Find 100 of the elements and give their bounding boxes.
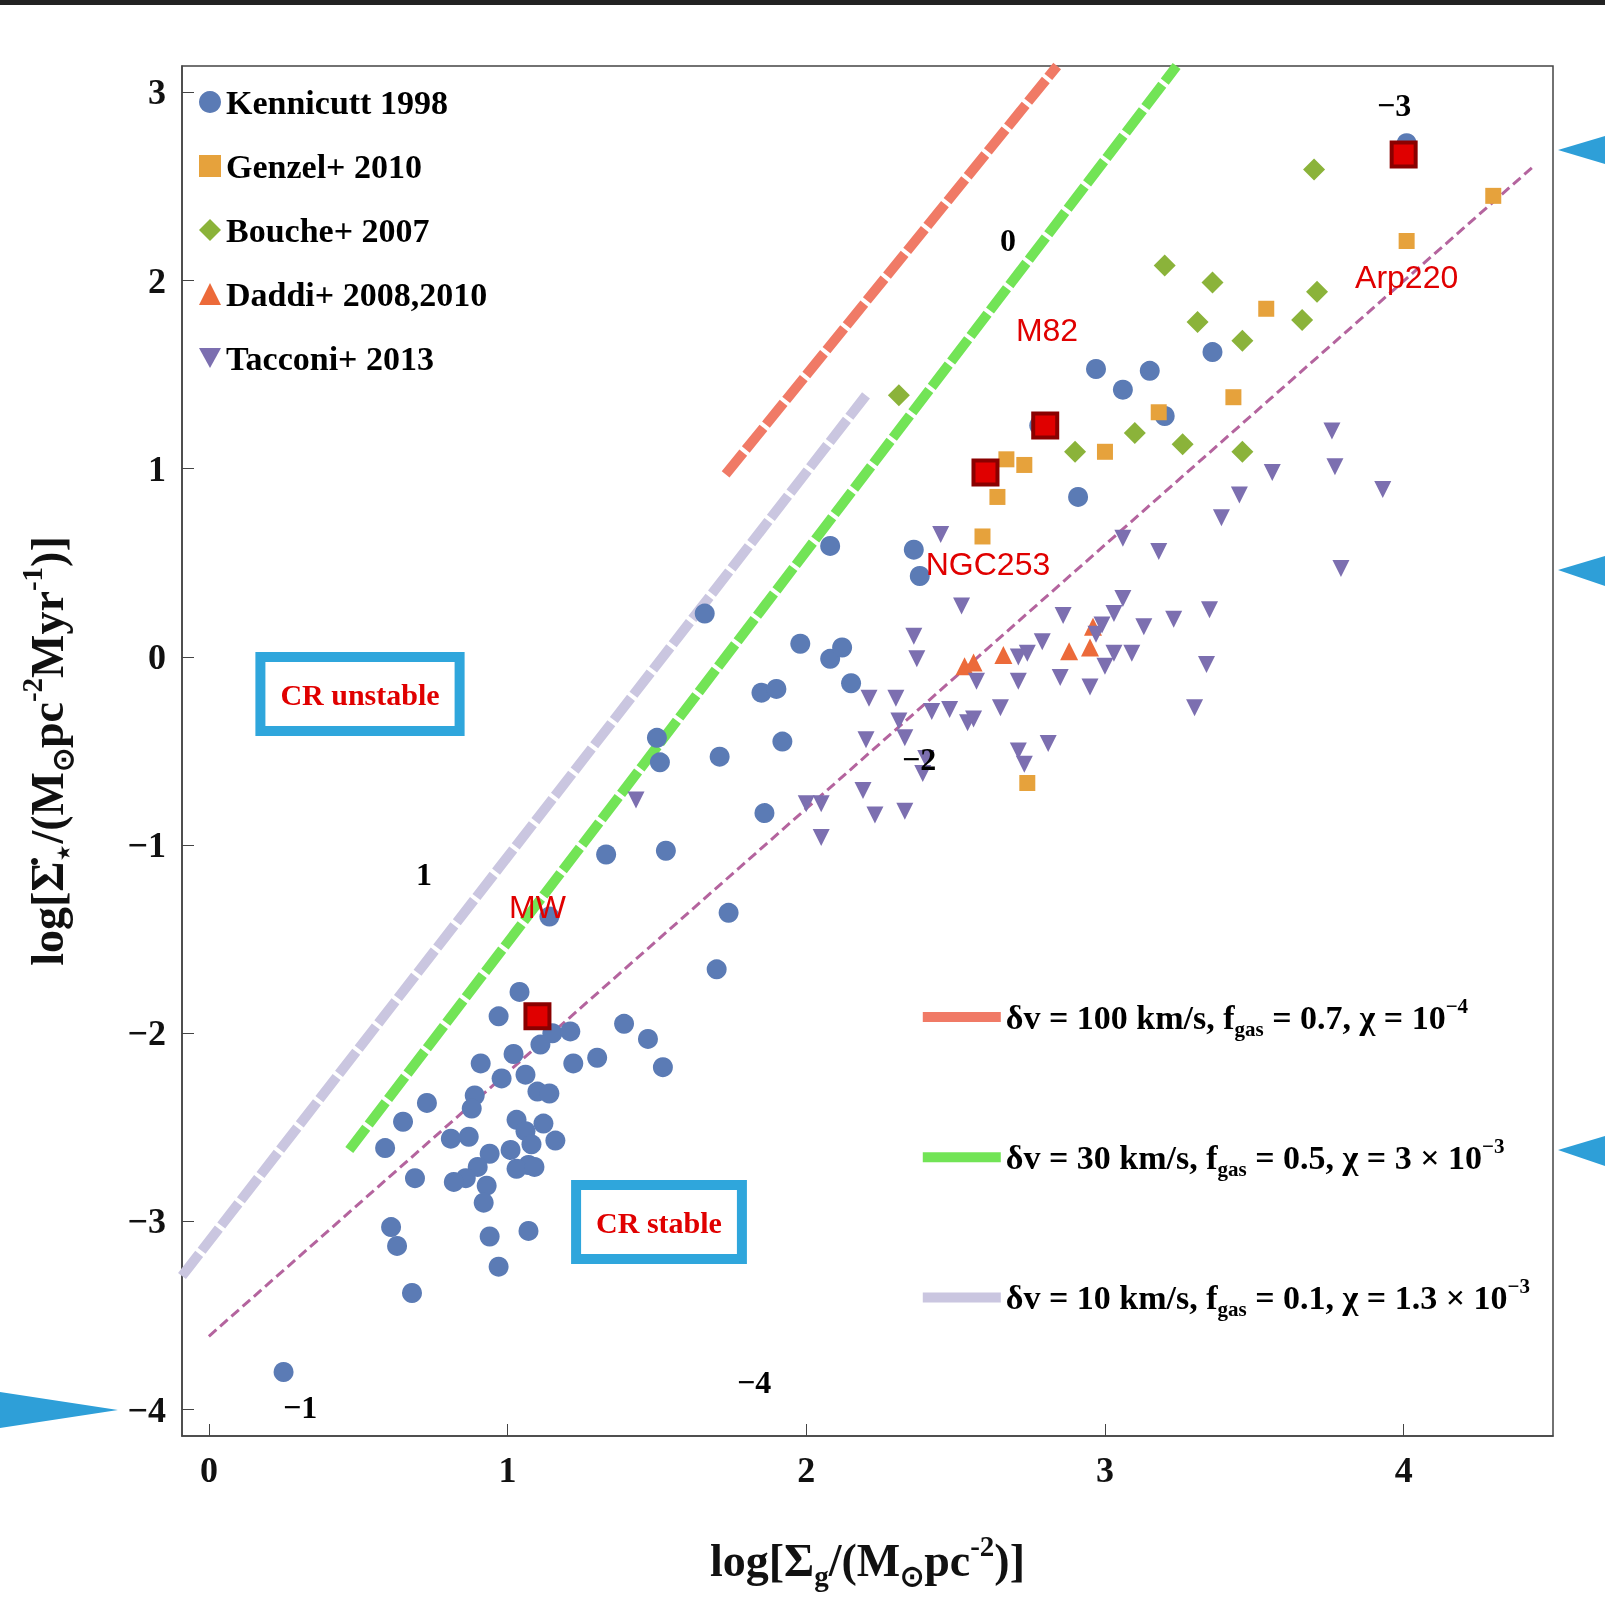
point bbox=[1009, 672, 1027, 690]
x-tick-label: 2 bbox=[797, 1450, 816, 1490]
point bbox=[1060, 642, 1079, 661]
point bbox=[1374, 480, 1392, 498]
point bbox=[1105, 605, 1123, 623]
point bbox=[1323, 422, 1341, 440]
point bbox=[1186, 699, 1204, 717]
point bbox=[1201, 271, 1224, 294]
y-tick-label: −2 bbox=[127, 1013, 166, 1054]
point bbox=[866, 806, 884, 824]
point bbox=[887, 689, 905, 707]
point bbox=[1081, 678, 1099, 696]
point bbox=[1051, 669, 1069, 687]
legend-label: Daddi+ 2008,2010 bbox=[226, 275, 488, 313]
point bbox=[953, 597, 971, 615]
point bbox=[974, 528, 991, 545]
y-tick-label: 1 bbox=[148, 448, 166, 489]
y-tick-label: 0 bbox=[148, 636, 166, 677]
y-tick-label: −3 bbox=[127, 1201, 166, 1242]
point bbox=[1081, 638, 1100, 657]
point bbox=[1114, 590, 1132, 608]
point bbox=[1332, 559, 1350, 577]
point bbox=[1039, 734, 1057, 752]
point bbox=[1303, 158, 1326, 181]
legend-label: Bouche+ 2007 bbox=[226, 211, 430, 249]
x-tick-label: 0 bbox=[199, 1450, 218, 1490]
annotation: Arp220 bbox=[1355, 258, 1459, 295]
point bbox=[1031, 411, 1060, 440]
point bbox=[998, 451, 1015, 468]
point bbox=[1054, 607, 1072, 625]
point bbox=[994, 646, 1013, 665]
point bbox=[1123, 644, 1141, 662]
point bbox=[1135, 618, 1153, 636]
y-tick-label: −1 bbox=[127, 825, 166, 866]
point bbox=[1212, 509, 1230, 527]
annotation: NGC253 bbox=[925, 546, 1051, 582]
x-tick-label: 4 bbox=[1394, 1450, 1413, 1490]
y-tick-label: 3 bbox=[148, 72, 166, 113]
point bbox=[1291, 309, 1314, 332]
point bbox=[1064, 440, 1087, 463]
point bbox=[857, 731, 875, 749]
point bbox=[1171, 433, 1194, 456]
point bbox=[854, 782, 872, 800]
point bbox=[1165, 610, 1183, 628]
annotation: −1 bbox=[282, 1389, 318, 1425]
legend-label: Tacconi+ 2013 bbox=[226, 339, 434, 377]
annotation: CR unstable bbox=[280, 677, 440, 711]
x-tick-label: 3 bbox=[1095, 1450, 1114, 1490]
point bbox=[932, 526, 950, 544]
y-tick-label: −4 bbox=[127, 1389, 166, 1430]
point bbox=[797, 795, 815, 813]
point bbox=[1230, 486, 1248, 504]
point bbox=[1019, 774, 1036, 791]
annotation: 0 bbox=[1000, 222, 1016, 258]
point bbox=[1258, 300, 1275, 317]
point bbox=[1186, 310, 1209, 333]
point bbox=[1015, 755, 1033, 773]
point bbox=[1225, 389, 1242, 406]
point bbox=[1016, 456, 1033, 473]
y-tick-label: 2 bbox=[148, 260, 166, 301]
point bbox=[1198, 655, 1216, 673]
point bbox=[1096, 657, 1114, 675]
point bbox=[1231, 440, 1254, 463]
point bbox=[941, 701, 959, 719]
point bbox=[968, 672, 986, 690]
point bbox=[1389, 140, 1418, 169]
point bbox=[905, 627, 923, 645]
point bbox=[1326, 458, 1344, 476]
point bbox=[627, 791, 645, 809]
x-tick-label: 1 bbox=[498, 1450, 517, 1490]
point bbox=[1201, 601, 1218, 619]
point bbox=[1263, 463, 1281, 481]
point bbox=[523, 1002, 552, 1031]
point bbox=[887, 384, 910, 407]
point bbox=[1096, 443, 1113, 460]
annotation: CR stable bbox=[596, 1205, 722, 1239]
text: log[Σ̇⋆/(M⊙pc-2Myr-1)] bbox=[15, 536, 79, 966]
point bbox=[908, 650, 926, 668]
point bbox=[1306, 280, 1329, 303]
point bbox=[1398, 233, 1415, 250]
legend-label: Kennicutt 1998 bbox=[226, 83, 448, 121]
point bbox=[1150, 543, 1168, 561]
point bbox=[896, 729, 914, 747]
point bbox=[1153, 254, 1176, 277]
legend-label: Genzel+ 2010 bbox=[226, 147, 422, 185]
point bbox=[1114, 529, 1132, 547]
point bbox=[1033, 633, 1051, 651]
point bbox=[991, 699, 1009, 717]
annotation: −4 bbox=[736, 1364, 772, 1400]
point bbox=[971, 458, 1000, 487]
annotation: −3 bbox=[1376, 87, 1412, 123]
annotation: 1 bbox=[416, 856, 432, 892]
point bbox=[1485, 187, 1502, 204]
point bbox=[896, 802, 914, 820]
annotation: M82 bbox=[1015, 312, 1079, 348]
point bbox=[989, 488, 1006, 505]
point bbox=[890, 712, 908, 730]
point bbox=[1231, 329, 1254, 352]
point bbox=[812, 829, 830, 847]
point bbox=[860, 689, 878, 707]
